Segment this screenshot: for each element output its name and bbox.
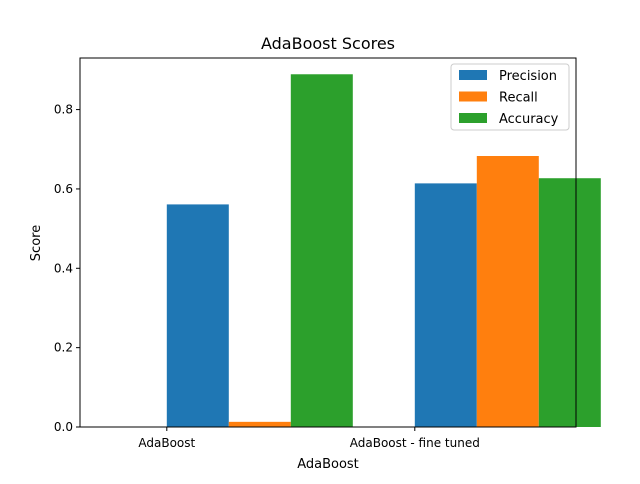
bar-recall-0	[228, 421, 291, 427]
y-axis-label: Score	[29, 225, 44, 261]
x-tick-label: AdaBoost	[138, 436, 195, 450]
x-axis-label: AdaBoost	[297, 457, 359, 472]
x-axis: AdaBoost AdaBoost - fine tuned	[138, 427, 480, 450]
y-tick-label: 0.2	[54, 341, 73, 355]
x-tick-label: AdaBoost - fine tuned	[350, 436, 480, 450]
bars-group	[166, 74, 601, 428]
y-tick-label: 0.4	[54, 261, 73, 275]
y-tick-label: 0.6	[54, 182, 73, 196]
bar-precision-1	[414, 183, 477, 427]
legend-swatch-accuracy	[459, 113, 487, 123]
legend-label-recall: Recall	[499, 91, 538, 106]
chart-title: AdaBoost Scores	[261, 34, 395, 53]
legend-swatch-precision	[459, 70, 487, 80]
bar-recall-1	[476, 156, 539, 427]
bar-accuracy-0	[290, 74, 353, 428]
legend-label-precision: Precision	[499, 69, 557, 84]
y-axis: 0.0 0.2 0.4 0.6 0.8	[54, 103, 80, 434]
y-tick-label: 0.8	[54, 103, 73, 117]
legend-label-accuracy: Accuracy	[499, 112, 559, 127]
bar-precision-0	[166, 204, 229, 427]
bar-accuracy-1	[538, 178, 601, 427]
plot-frame	[79, 57, 577, 428]
legend-swatch-recall	[459, 91, 487, 102]
y-tick-label: 0.0	[54, 420, 73, 434]
legend: Precision Recall Accuracy	[450, 63, 570, 131]
